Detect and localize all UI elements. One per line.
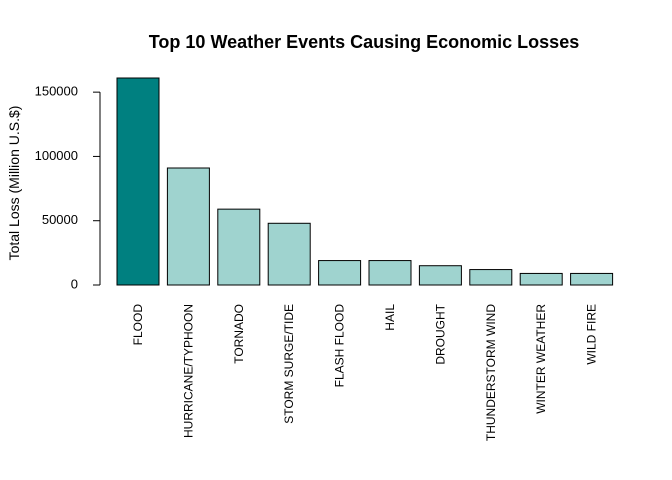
category-label: HAIL [383,304,397,331]
bar [570,272,614,286]
bar [116,77,160,286]
category-label: FLASH FLOOD [333,304,347,388]
chart-title: Top 10 Weather Events Causing Economic L… [149,32,579,52]
bar [418,265,462,286]
bar [267,222,311,286]
category-label: WINTER WEATHER [534,304,548,414]
bar [318,260,362,286]
y-tick-label: 50000 [42,212,78,227]
category-label: THUNDERSTORM WIND [484,304,498,441]
category-label: HURRICANE/TYPHOON [181,304,195,438]
bars [116,77,614,286]
bar [217,208,261,286]
y-tick-label: 100000 [35,148,78,163]
category-label: STORM SURGE/TIDE [282,304,296,424]
bar [519,272,563,286]
y-tick-label: 0 [71,276,78,291]
category-label: WILD FIRE [585,304,599,365]
category-label: FLOOD [131,304,145,346]
y-tick-label: 150000 [35,84,78,99]
bar [368,260,412,286]
category-label: TORNADO [232,304,246,364]
y-axis-label: Total Loss (Million U.S.$) [6,106,22,261]
bar [166,167,210,286]
y-axis: 0 50000 100000 150000 [35,84,101,291]
category-label: DROUGHT [433,303,447,364]
category-labels: FLOOD HURRICANE/TYPHOON TORNADO STORM SURGE… [131,303,599,441]
bar [469,269,513,286]
